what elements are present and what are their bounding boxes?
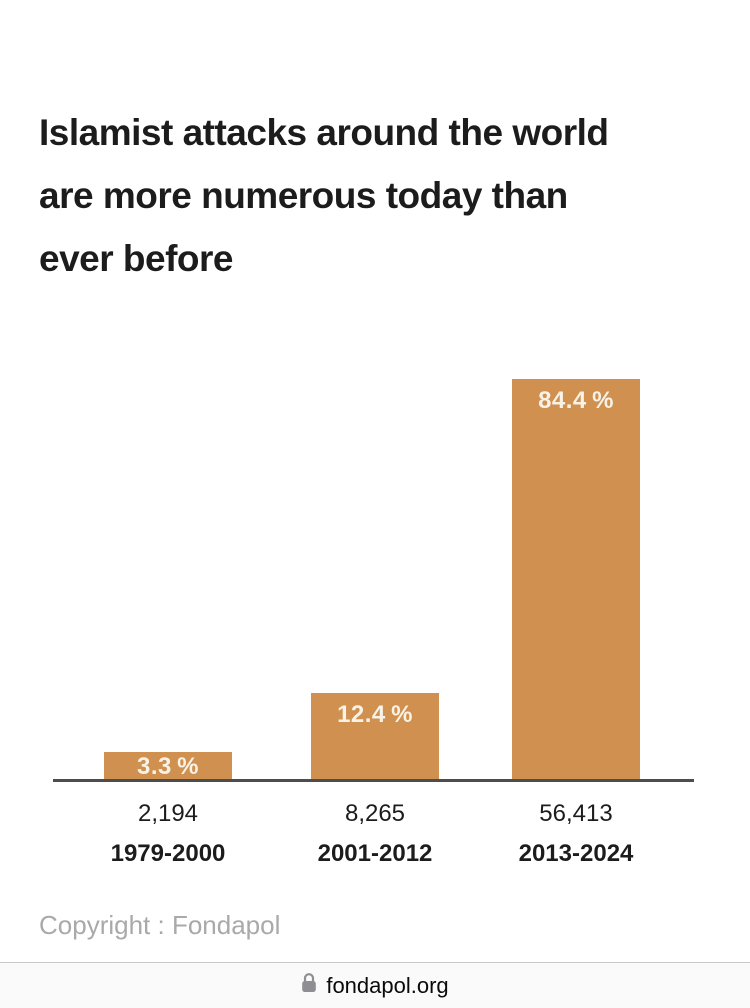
bar-percent-label: 3.3 % (136, 753, 199, 780)
page-title-line: Islamist attacks around the world (39, 112, 609, 153)
category-label: 2001-2012 (317, 840, 433, 867)
browser-url-bar[interactable]: fondapol.org (0, 962, 750, 1008)
bar-percent-label: 12.4 % (337, 701, 413, 728)
copyright-text: Copyright : Fondapol (39, 910, 281, 940)
bar-value-label: 2,194 (137, 800, 199, 827)
lock-icon (301, 972, 317, 998)
bar-2001-2012: 12.4 % (311, 693, 439, 780)
page-title: Islamist attacks around the world are mo… (39, 101, 719, 290)
category-label: 2013-2024 (518, 840, 634, 867)
bar-1979-2000: 3.3 % (104, 752, 232, 780)
bar-2013-2024: 84.4 % (512, 379, 640, 780)
page-title-line: are more numerous today than (39, 175, 568, 216)
page-title-line: ever before (39, 238, 234, 279)
category-label: 1979-2000 (110, 840, 226, 867)
x-axis-line (53, 779, 694, 782)
url-text: fondapol.org (326, 972, 449, 998)
bar-value-label: 56,413 (539, 800, 613, 827)
bar-value-label: 8,265 (344, 800, 406, 827)
bar-percent-label: 84.4 % (538, 387, 614, 414)
